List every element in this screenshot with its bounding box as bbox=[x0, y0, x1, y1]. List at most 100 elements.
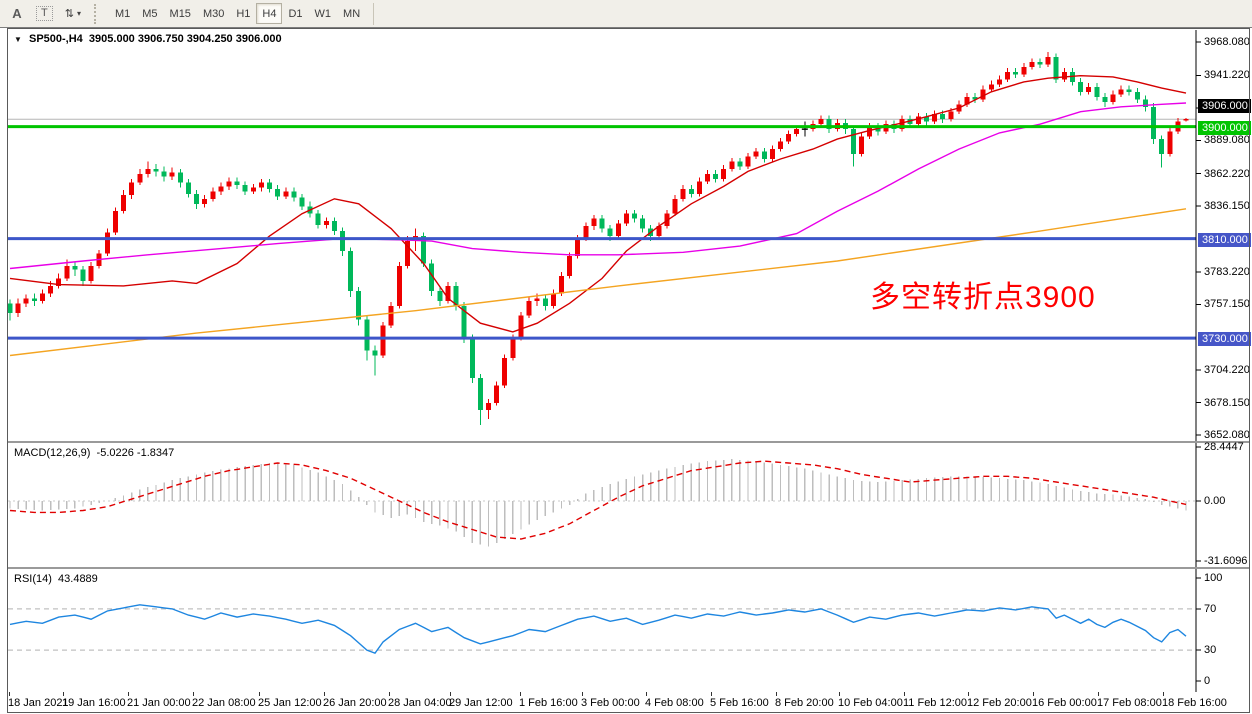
time-tick-mark bbox=[904, 692, 905, 696]
macd-indicator-pane[interactable] bbox=[0, 443, 1252, 569]
chart-ohlc-values: 3905.000 3906.750 3904.250 3906.000 bbox=[88, 33, 282, 45]
time-tick-mark bbox=[1098, 692, 1099, 696]
rsi-indicator-label: RSI(14) bbox=[14, 573, 52, 585]
time-tick-mark bbox=[1033, 692, 1034, 696]
pane-separator[interactable] bbox=[7, 441, 1250, 443]
time-tick-mark bbox=[1163, 692, 1164, 696]
time-tick-label: 19 Jan 16:00 bbox=[62, 697, 126, 709]
macd-label-row: MACD(12,26,9) -5.0226 -1.8347 bbox=[14, 447, 174, 459]
price-badge-3730: 3730.000 bbox=[1198, 332, 1251, 347]
price-tick-label: 3704.220 bbox=[1204, 364, 1250, 377]
toolbar-grip[interactable] bbox=[93, 3, 100, 24]
price-chart-pane[interactable] bbox=[0, 28, 1252, 443]
macd-tick-label: -31.6096 bbox=[1204, 554, 1248, 567]
arrows-tool-button[interactable]: ⇅ ▾ bbox=[59, 3, 87, 24]
time-tick-mark bbox=[520, 692, 521, 696]
time-tick-mark bbox=[582, 692, 583, 696]
arrows-tool-icon: ⇅ bbox=[64, 8, 74, 20]
symbol-dropdown-icon[interactable]: ▼ bbox=[14, 35, 22, 44]
price-badge-3810: 3810.000 bbox=[1198, 232, 1251, 247]
price-tick-label: 3968.080 bbox=[1204, 36, 1250, 48]
top-toolbar: A T ⇅ ▾ M1 M5 M15 M30 H1 H4 D1 W1 MN bbox=[0, 0, 1252, 28]
time-tick-mark bbox=[259, 692, 260, 696]
rsi-indicator-pane[interactable] bbox=[0, 569, 1252, 692]
time-tick-label: 25 Jan 12:00 bbox=[258, 697, 322, 709]
timeframe-button-h1[interactable]: H1 bbox=[236, 7, 251, 20]
time-tick-mark bbox=[450, 692, 451, 696]
timeframe-buttons-group: M1 M5 M15 M30 H1 H4 D1 W1 MN bbox=[109, 3, 366, 24]
time-axis[interactable]: 18 Jan 2021 19 Jan 16:00 21 Jan 00:00 22 Ja… bbox=[0, 692, 1252, 714]
time-tick-mark bbox=[193, 692, 194, 696]
chart-title-row: ▼ SP500-,H4 3905.000 3906.750 3904.250 3… bbox=[14, 33, 282, 45]
rsi-label-row: RSI(14) 43.4889 bbox=[14, 573, 98, 585]
timeframe-button-m5[interactable]: M5 bbox=[142, 7, 158, 20]
time-tick-label: 18 Feb 16:00 bbox=[1162, 697, 1227, 709]
time-tick-label: 17 Feb 08:00 bbox=[1097, 697, 1162, 709]
time-tick-label: 16 Feb 00:00 bbox=[1032, 697, 1097, 709]
time-tick-label: 26 Jan 20:00 bbox=[323, 697, 387, 709]
macd-tick-label: 28.4447 bbox=[1204, 441, 1244, 453]
time-tick-mark bbox=[839, 692, 840, 696]
time-tick-label: 18 Jan 2021 bbox=[8, 697, 69, 709]
macd-indicator-label: MACD(12,26,9) bbox=[14, 447, 91, 459]
chart-symbol-title: SP500-,H4 bbox=[28, 33, 83, 45]
ma-mid-magenta-line[interactable] bbox=[9, 102, 1187, 270]
ma-slow-orange-line[interactable] bbox=[9, 208, 1187, 357]
time-tick-mark bbox=[711, 692, 712, 696]
price-tick-label: 3836.150 bbox=[1204, 200, 1250, 213]
text-tool-icon: T bbox=[36, 6, 53, 21]
toolbar-separator bbox=[373, 2, 375, 25]
price-tick-label: 3862.220 bbox=[1204, 167, 1250, 180]
time-tick-label: 11 Feb 12:00 bbox=[903, 697, 968, 709]
time-tick-label: 10 Feb 04:00 bbox=[838, 697, 903, 709]
time-tick-label: 1 Feb 16:00 bbox=[519, 697, 578, 709]
price-tick-label: 3652.080 bbox=[1204, 429, 1250, 441]
time-tick-label: 3 Feb 00:00 bbox=[581, 697, 640, 709]
chart-annotation-text: 多空转折点3900 bbox=[870, 281, 1096, 314]
rsi-tick-label: 70 bbox=[1204, 602, 1217, 615]
label-tool-icon: A bbox=[12, 6, 22, 21]
macd-indicator-values: -5.0226 -1.8347 bbox=[96, 447, 175, 459]
dropdown-caret-icon: ▾ bbox=[76, 9, 81, 18]
time-tick-label: 21 Jan 00:00 bbox=[127, 697, 191, 709]
timeframe-button-d1[interactable]: D1 bbox=[288, 7, 303, 20]
rsi-line bbox=[9, 604, 1187, 655]
time-tick-mark bbox=[128, 692, 129, 696]
timeframe-button-m15[interactable]: M15 bbox=[169, 7, 191, 20]
pane-separator[interactable] bbox=[7, 567, 1250, 569]
timeframe-button-m30[interactable]: M30 bbox=[202, 7, 225, 20]
timeframe-button-mn[interactable]: MN bbox=[343, 7, 361, 20]
rsi-indicator-value: 43.4889 bbox=[58, 573, 98, 585]
text-tool-button[interactable]: T bbox=[30, 3, 59, 24]
time-tick-mark bbox=[63, 692, 64, 696]
price-badge-3906: 3906.000 bbox=[1198, 99, 1251, 114]
time-tick-mark bbox=[776, 692, 777, 696]
timeframe-button-m1[interactable]: M1 bbox=[114, 7, 131, 20]
time-tick-mark bbox=[9, 692, 10, 696]
timeframe-button-w1[interactable]: W1 bbox=[314, 7, 332, 20]
drawing-tools-group: A T ⇅ ▾ bbox=[4, 3, 87, 24]
price-badge-3900: 3900.000 bbox=[1198, 120, 1251, 135]
time-tick-label: 29 Jan 12:00 bbox=[449, 697, 513, 709]
rsi-tick-label: 100 bbox=[1204, 572, 1223, 584]
time-tick-label: 28 Jan 04:00 bbox=[388, 697, 452, 709]
time-tick-label: 4 Feb 08:00 bbox=[645, 697, 704, 709]
time-tick-mark bbox=[646, 692, 647, 696]
rsi-tick-label: 30 bbox=[1204, 644, 1217, 657]
price-tick-label: 3889.080 bbox=[1204, 134, 1250, 147]
macd-tick-label: 0.00 bbox=[1204, 495, 1226, 507]
time-tick-label: 12 Feb 20:00 bbox=[967, 697, 1032, 709]
price-tick-label: 3678.150 bbox=[1204, 396, 1250, 409]
time-tick-mark bbox=[389, 692, 390, 696]
rsi-tick-label: 0 bbox=[1204, 675, 1211, 687]
time-tick-mark bbox=[324, 692, 325, 696]
price-tick-label: 3783.220 bbox=[1204, 265, 1250, 278]
price-tick-label: 3757.150 bbox=[1204, 298, 1250, 311]
time-tick-label: 5 Feb 16:00 bbox=[710, 697, 769, 709]
time-tick-mark bbox=[968, 692, 969, 696]
timeframe-button-h4[interactable]: H4 bbox=[256, 3, 283, 24]
time-tick-label: 8 Feb 20:00 bbox=[775, 697, 834, 709]
label-tool-button[interactable]: A bbox=[4, 3, 30, 24]
price-tick-label: 3941.220 bbox=[1204, 69, 1250, 82]
